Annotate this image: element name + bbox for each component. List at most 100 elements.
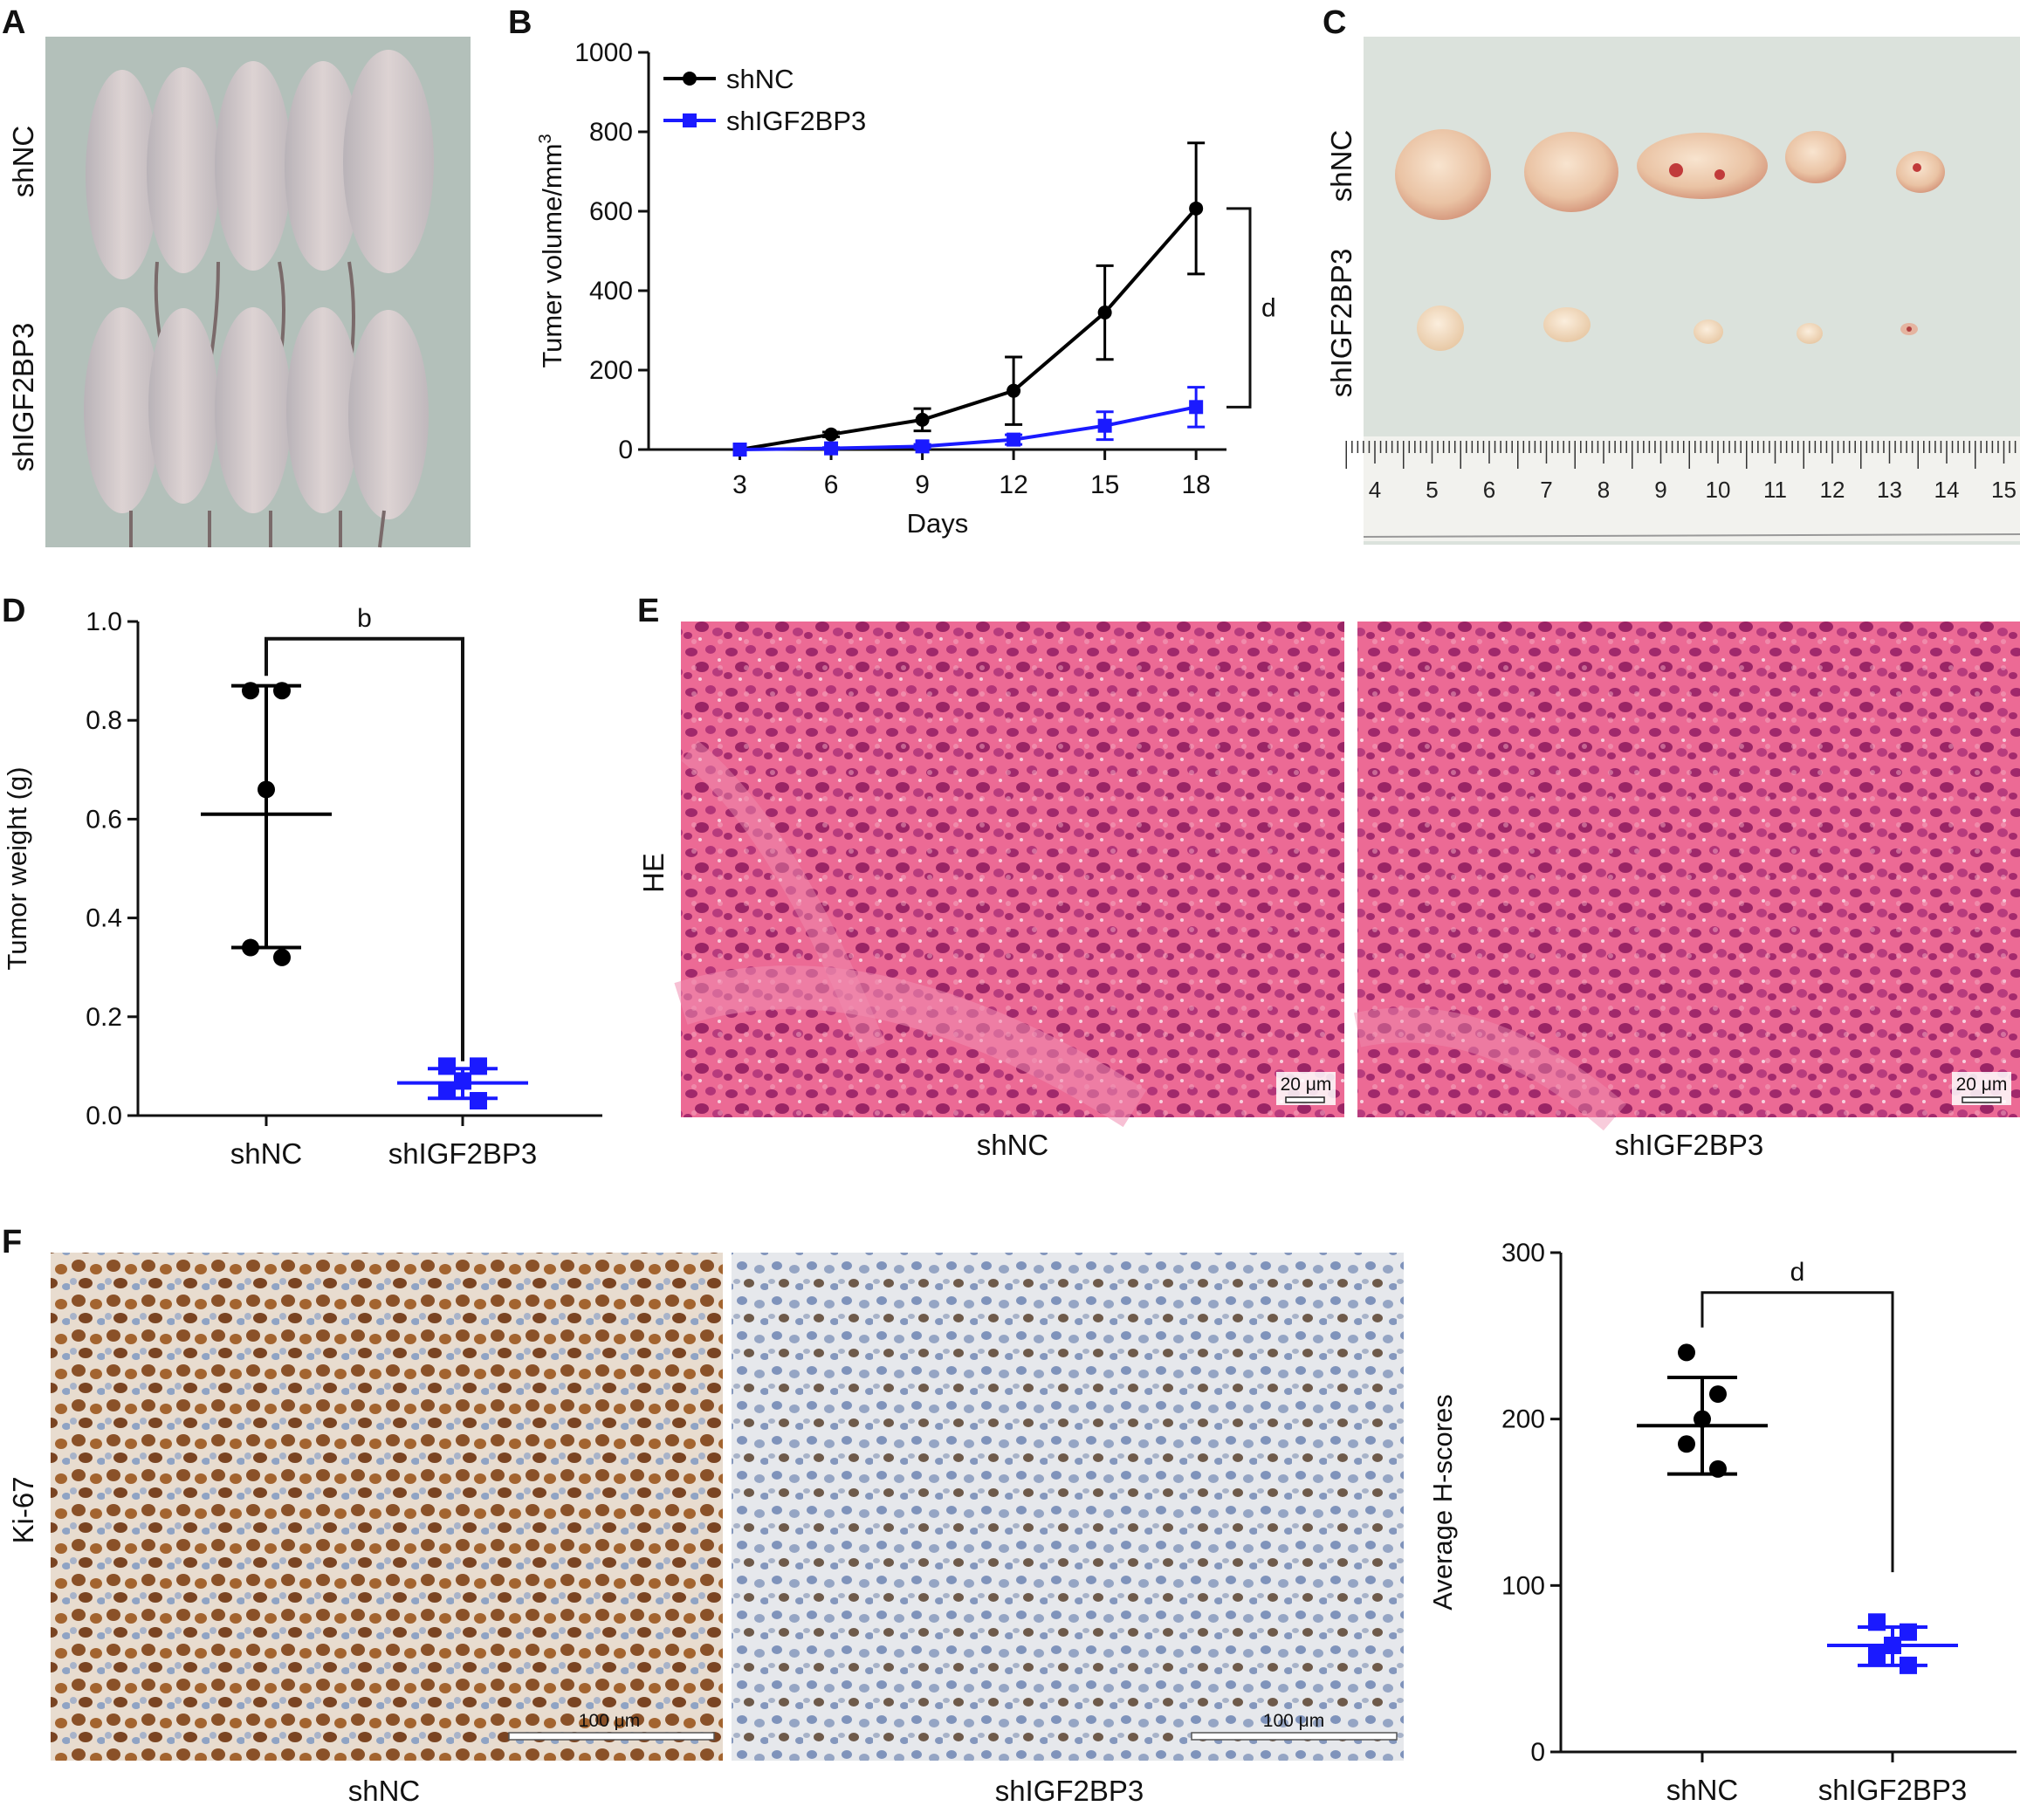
y-tick-label: 800	[589, 118, 633, 147]
data-point-shIGF2BP3	[1097, 418, 1112, 433]
panel-e-caption-shigf2bp3: shIGF2BP3	[1615, 1129, 1764, 1161]
he-scale-label-shnc: 20 μm	[1281, 1075, 1332, 1095]
significance-bracket	[265, 636, 464, 1061]
significance-label: d	[1261, 294, 1276, 323]
ruler-number: 13	[1877, 477, 1902, 503]
panel-f-letter: F	[2, 1224, 22, 1260]
y-axis-title: Tumor weight (g)	[2, 766, 32, 970]
he-image-shigf2bp3: 20 μm	[1353, 622, 2020, 1131]
data-point-shIGF2BP3	[1007, 432, 1021, 447]
data-point-shNC	[1097, 306, 1112, 320]
x-tick-label: shIGF2BP3	[388, 1137, 538, 1170]
y-tick-label: 200	[589, 356, 633, 385]
panel-a-label-shigf2bp3: shIGF2BP3	[7, 323, 39, 472]
x-tick-label: 12	[999, 470, 1027, 499]
x-tick-label: 15	[1090, 470, 1119, 499]
data-point-shIGF2BP3	[1884, 1636, 1901, 1654]
x-axis-title: Days	[907, 508, 969, 539]
data-point-shIGF2BP3	[470, 1092, 487, 1110]
data-point-shIGF2BP3	[1868, 1613, 1886, 1631]
data-point-shIGF2BP3	[438, 1082, 456, 1100]
legend-label-shNC: shNC	[726, 64, 794, 94]
y-tick-label: 0	[1530, 1738, 1545, 1767]
significance-bracket	[1701, 1291, 1894, 1573]
ki67-scale-label-shnc: 100 μm	[579, 1711, 640, 1731]
ruler-edge	[1363, 533, 2020, 538]
panel-f-scatter-chart: 0 100 200 300 shNC shIGF2BP3 Average H-scores d	[1427, 1239, 2017, 1806]
ki67-image-shigf2bp3: 100 μm	[732, 1253, 1404, 1761]
mice-row-shnc	[86, 50, 434, 376]
data-point-shNC	[1709, 1459, 1727, 1478]
data-point-shNC	[242, 938, 259, 957]
legend-marker	[683, 113, 697, 127]
panel-d-scatter-chart: 0.0 0.2 0.4 0.6 0.8 1.0 shNC shIGF2BP3 Tumor wei…	[2, 604, 602, 1170]
ruler-number: 9	[1654, 477, 1666, 503]
data-point-shNC	[915, 412, 930, 427]
ruler-number: 6	[1483, 477, 1495, 503]
panel-c-label-shnc: shNC	[1325, 130, 1357, 203]
data-point-shNC	[1007, 383, 1021, 398]
ruler-number: 12	[1820, 477, 1845, 503]
data-point-shIGF2BP3	[824, 441, 839, 456]
y-tick-label: 1000	[574, 38, 633, 67]
significance-label: d	[1790, 1258, 1805, 1287]
y-tick-label: 200	[1501, 1405, 1545, 1434]
data-point-shNC	[273, 682, 291, 700]
legend-label-shIGF2BP3: shIGF2BP3	[726, 106, 866, 136]
y-tick-label: 600	[589, 197, 633, 226]
x-tick-label: shNC	[1666, 1774, 1739, 1806]
data-point-shNC	[1678, 1343, 1695, 1362]
tumors-shigf2bp3	[1417, 306, 1918, 351]
x-tick-label: shIGF2BP3	[1818, 1774, 1968, 1806]
data-point-shIGF2BP3	[454, 1072, 471, 1090]
panel-e-letter: E	[637, 593, 659, 629]
he-scale-label-shigf2bp3: 20 μm	[1956, 1075, 2008, 1095]
tumors-shnc	[1395, 129, 1945, 220]
he-image-shnc: 20 μm	[674, 622, 1344, 1128]
data-point-shNC	[258, 780, 275, 799]
y-tick-label: 1.0	[86, 608, 122, 636]
y-tick-label: 400	[589, 277, 633, 306]
ki67-scale-label-shigf2bp3: 100 μm	[1263, 1711, 1324, 1731]
ruler-number: 4	[1369, 477, 1381, 503]
ruler-number: 11	[1763, 477, 1787, 503]
y-tick-label: 0.4	[86, 904, 122, 933]
y-axis-title: Tumer volume/mm3	[536, 134, 567, 367]
panel-e-label-he: HE	[637, 853, 670, 893]
x-tick-label: 9	[915, 470, 930, 499]
x-tick-label: shNC	[230, 1137, 303, 1170]
mice-row-shigf2bp3	[84, 307, 429, 548]
data-point-shNC	[1694, 1410, 1711, 1428]
ruler-number: 10	[1706, 477, 1731, 503]
panel-b-line-chart: 0 200 400 600 800 1000 3 6 9 12 15 18 Days Tumer volu…	[536, 38, 1276, 539]
y-tick-label: 0.6	[86, 805, 122, 834]
significance-label: b	[357, 604, 372, 633]
y-tick-label: 0.2	[86, 1003, 122, 1032]
data-point-shIGF2BP3	[1900, 1623, 1917, 1641]
ruler-number: 5	[1426, 477, 1438, 503]
x-tick-label: 3	[732, 470, 747, 499]
y-tick-label: 100	[1501, 1571, 1545, 1600]
data-point-shIGF2BP3	[915, 439, 930, 454]
data-point-shIGF2BP3	[1189, 400, 1204, 415]
data-point-shNC	[1709, 1385, 1727, 1404]
series-line-shIGF2BP3	[739, 405, 1197, 451]
panel-f-caption-shigf2bp3: shIGF2BP3	[995, 1775, 1144, 1807]
x-tick-label: 18	[1181, 470, 1210, 499]
data-point-shIGF2BP3	[438, 1057, 456, 1075]
data-point-shNC	[273, 948, 291, 966]
data-point-shIGF2BP3	[1900, 1656, 1917, 1674]
ruler-number: 15	[1991, 477, 2017, 503]
significance-bracket	[1226, 207, 1252, 409]
panel-b-letter: B	[508, 4, 532, 41]
y-tick-label: 0.8	[86, 706, 122, 735]
panel-c-tumor-photo: 4 5 6 7 8 9 10 11 12 13 14 15	[1345, 37, 2020, 545]
y-tick-label: 300	[1501, 1239, 1545, 1267]
ruler: 4 5 6 7 8 9 10 11 12 13 14 15	[1345, 441, 2020, 538]
series-line-shNC	[739, 207, 1198, 451]
ruler-number: 8	[1597, 477, 1610, 503]
legend-marker	[683, 72, 697, 86]
data-point-shNC	[242, 682, 259, 700]
y-axis-title: Average H-scores	[1427, 1394, 1458, 1611]
x-tick-label: 6	[824, 470, 839, 499]
